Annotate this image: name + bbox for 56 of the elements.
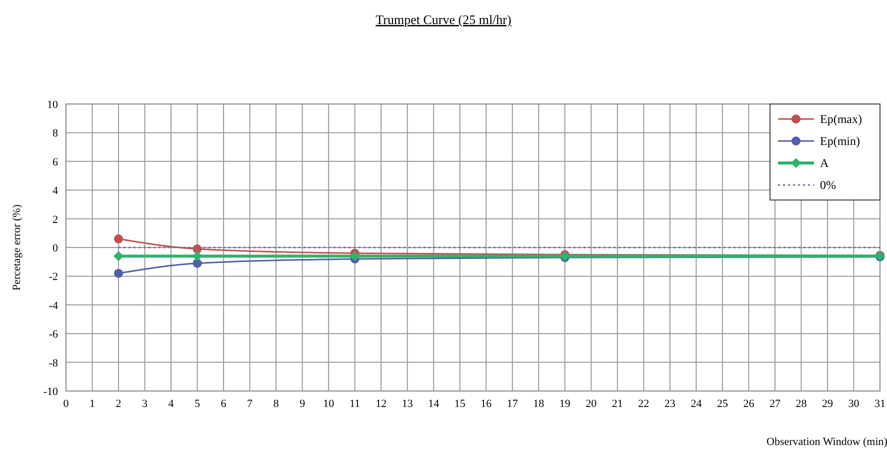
x-tick-label: 10 [323,398,335,410]
x-tick-label: 13 [402,398,414,410]
x-tick-label: 28 [796,398,808,410]
x-tick-label: 8 [273,398,280,410]
x-tick-label: 1 [90,398,96,410]
y-tick-label: 10 [47,99,58,111]
x-tick-label: 4 [168,398,174,410]
chart-title: Trumpet Curve (25 ml/hr) [376,12,512,27]
y-tick-label: -4 [48,300,58,312]
x-tick-label: 30 [848,398,860,410]
x-tick-label: 18 [533,398,545,410]
x-tick-label: 31 [874,398,886,410]
x-tick-label: 29 [822,398,834,410]
point [192,258,202,268]
y-tick-label: 8 [52,128,58,140]
x-axis-title: Observation Window (min) [766,436,887,448]
point [192,251,202,262]
y-axis-title: Percetage error (%) [11,204,23,291]
legend-label: Ep(max) [820,112,862,126]
legend-label: 0% [820,178,836,192]
x-tick-label: 2 [116,398,122,410]
x-tick-label: 16 [480,398,492,410]
y-tick-label: -8 [48,357,58,370]
x-tick-label: 3 [142,398,148,410]
x-tick-label: 11 [350,398,360,410]
x-tick-label: 0 [63,398,70,410]
x-tick-label: 7 [247,398,254,410]
x-tick-label: 12 [376,398,387,410]
x-tick-label: 9 [300,398,306,410]
x-tick-label: 27 [769,398,781,410]
x-tick-label: 14 [428,398,440,410]
y-tick-label: -2 [48,271,58,284]
y-tick-label: 4 [52,185,58,198]
y-tick-label: 2 [52,214,58,226]
x-tick-label: 23 [664,398,676,410]
x-tick-label: 24 [690,398,702,410]
x-tick-label: 6 [220,398,227,410]
point [114,251,124,262]
legend-label: Ep(min) [820,134,860,148]
legend-label: A [820,156,829,170]
x-tick-label: 19 [559,398,571,410]
x-tick-label: 25 [716,398,728,410]
x-tick-label: 17 [506,398,518,410]
y-tick-label: 0 [52,242,58,254]
x-tick-label: 15 [454,398,466,410]
y-tick-label: -10 [43,386,58,398]
x-tick-label: 22 [638,398,650,410]
x-tick-label: 5 [194,398,201,410]
x-tick-label: 26 [743,398,755,410]
x-tick-label: 21 [612,398,623,410]
point [114,268,124,278]
x-tick-label: 20 [586,398,598,410]
point [114,234,124,244]
y-tick-label: -6 [48,328,58,341]
y-tick-label: 6 [52,156,58,168]
point [350,251,360,262]
